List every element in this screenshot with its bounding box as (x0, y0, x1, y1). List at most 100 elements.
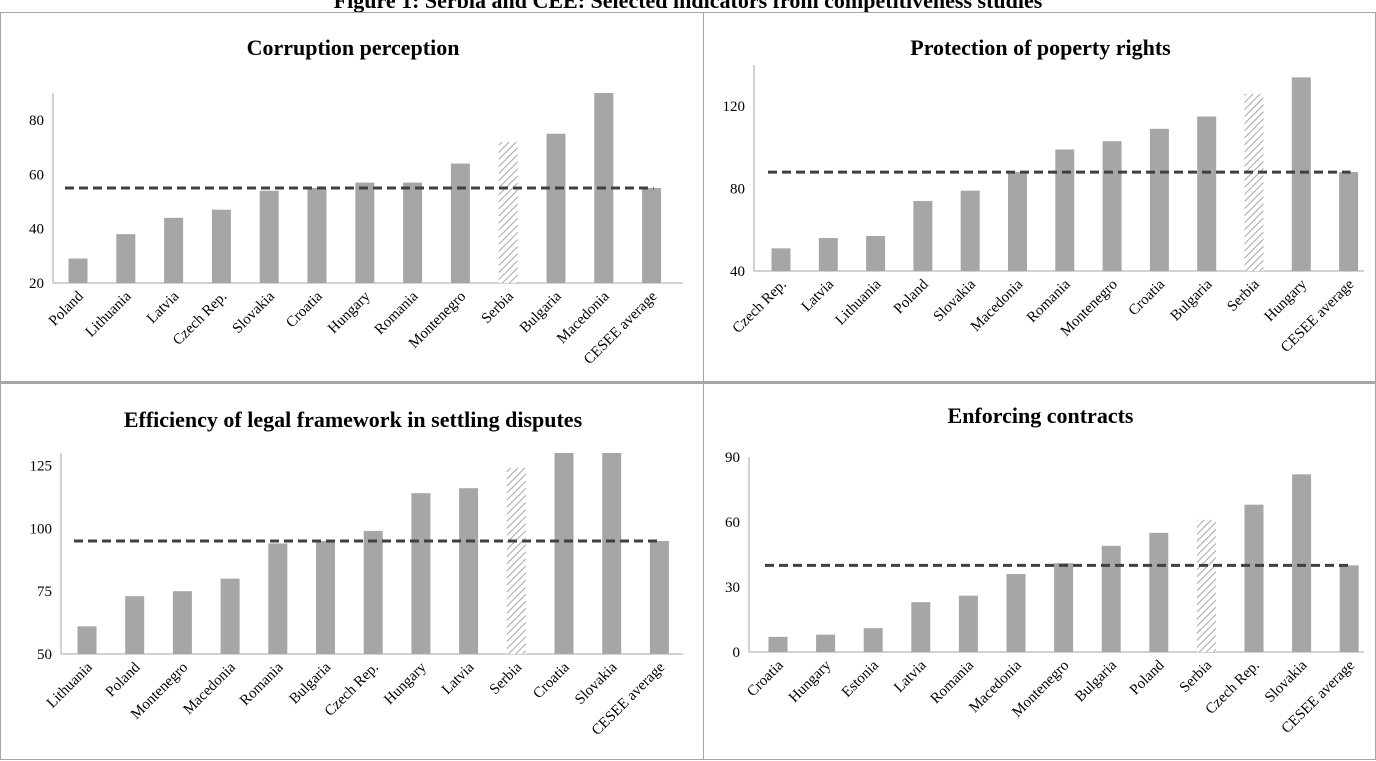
x-tick-label: Bulgaria (517, 288, 565, 336)
x-tick-label: Hungary (1262, 276, 1311, 325)
bar-lithuania (866, 235, 886, 271)
y-tick-label: 0 (733, 645, 741, 661)
y-tick-label: 50 (37, 647, 52, 663)
x-tick-label: Slovakia (230, 288, 279, 337)
x-tick-label: Poland (46, 288, 87, 329)
x-tick-label: Latvia (891, 657, 930, 696)
bar-serbia (506, 468, 526, 654)
x-tick-label: Hungary (381, 659, 430, 708)
bar-latvia (911, 602, 931, 652)
bar-croatia (554, 453, 574, 654)
bar-bulgaria (316, 540, 335, 654)
bar-czech-rep (1244, 504, 1264, 652)
chart-panel-legal-framework: Efficiency of legal framework in settlin… (0, 382, 704, 760)
x-tick-label: Lithuania (44, 659, 96, 711)
chart-title: Efficiency of legal framework in settlin… (124, 407, 583, 432)
x-tick-label: Czech Rep. (730, 277, 790, 337)
bar-hungary (411, 493, 431, 654)
figure-title: Figure 1: Serbia and CEE: Selected indic… (333, 0, 1043, 13)
bar-poland (913, 200, 933, 271)
bar-latvia (459, 488, 479, 654)
x-tick-label: Romania (237, 659, 287, 709)
bar-macedonia (1008, 172, 1027, 271)
x-tick-label: Macedonia (968, 276, 1027, 335)
x-tick-label: Estonia (839, 657, 882, 700)
x-tick-label: Croatia (283, 288, 326, 331)
bar-serbia (1196, 519, 1216, 652)
chart-title: Enforcing contracts (948, 403, 1134, 428)
bar-serbia (498, 141, 518, 283)
bar-latvia (818, 238, 838, 271)
bar-croatia (307, 188, 327, 283)
x-tick-label: Poland (891, 276, 932, 317)
x-tick-label: Serbia (1224, 276, 1263, 315)
bar-slovakia (259, 190, 279, 283)
bar-cesee-average (649, 540, 669, 654)
bar-bulgaria (546, 133, 566, 283)
y-tick-label: 75 (37, 584, 52, 600)
bar-chart-enforcing-contracts: Enforcing contracts 0 30 60 90 Croatia Hungary… (725, 403, 1364, 737)
y-tick-label: 20 (29, 276, 44, 292)
y-tick-label: 125 (30, 459, 53, 475)
bar-poland (1149, 532, 1169, 652)
bar-romania (403, 182, 423, 283)
x-tick-label: Croatia (744, 657, 787, 700)
bar-lithuania (77, 626, 97, 654)
bar-montenegro (1102, 141, 1122, 271)
x-tick-label: Bulgaria (1168, 276, 1216, 324)
bar-croatia (768, 636, 788, 652)
x-tick-label: Slovakia (931, 276, 980, 325)
y-tick-label: 90 (725, 450, 740, 466)
bar-serbia (1244, 93, 1264, 271)
bar-bulgaria (1101, 545, 1121, 652)
chart-panel-corruption-perception: Corruption perception 20 40 60 80 Poland Lithu… (0, 12, 704, 383)
bar-montenegro (1054, 563, 1074, 652)
bar-latvia (164, 217, 184, 283)
bar-hungary (1291, 77, 1311, 271)
x-tick-label: Latvia (439, 659, 478, 698)
chart-title: Protection of poperty rights (910, 35, 1171, 60)
y-tick-label: 40 (730, 264, 745, 280)
y-tick-label: 40 (29, 222, 44, 238)
bar-cesee-average (642, 188, 662, 283)
panel-divider (0, 381, 1376, 384)
y-tick-label: 80 (29, 113, 44, 129)
bar-lithuania (116, 234, 136, 283)
x-tick-label: Latvia (799, 276, 838, 315)
bar-romania (958, 595, 978, 652)
bar-macedonia (220, 578, 240, 654)
y-tick-label: 80 (730, 182, 745, 198)
bar-cesee-average (1339, 172, 1359, 271)
x-tick-label: Lithuania (832, 276, 884, 328)
x-tick-label: Serbia (487, 659, 526, 698)
bar-chart-corruption-perception: Corruption perception 20 40 60 80 PolandLithu… (29, 35, 683, 368)
bar-hungary (816, 634, 836, 652)
bar-czech-rep (211, 209, 231, 283)
x-tick-label: Hungary (325, 288, 374, 337)
bar-croatia (1149, 128, 1169, 271)
x-tick-label: Croatia (530, 659, 573, 702)
x-tick-label: Serbia (1177, 657, 1216, 696)
chart-title: Corruption perception (247, 35, 460, 60)
bar-chart-legal-framework: Efficiency of legal framework in settlin… (30, 407, 683, 739)
bar-czech-rep (771, 248, 791, 271)
bar-poland (125, 596, 145, 654)
y-tick-label: 60 (725, 515, 740, 531)
bar-chart-property-rights: Protection of poperty rights 40 80 120 Czech… (723, 35, 1364, 356)
x-tick-label: Hungary (786, 657, 835, 706)
x-tick-label: Bulgaria (286, 659, 334, 707)
y-tick-label: 100 (30, 521, 53, 537)
bar-montenegro (172, 591, 192, 654)
x-tick-label: Macedonia (180, 659, 239, 718)
bar-slovakia (602, 453, 622, 654)
y-tick-label: 120 (723, 99, 746, 115)
bar-cesee-average (1339, 565, 1359, 652)
bar-slovakia (1292, 474, 1312, 652)
y-tick-label: 60 (29, 167, 44, 183)
bar-slovakia (960, 190, 980, 271)
chart-panel-property-rights: Protection of poperty rights 40 80 120 Czech… (703, 12, 1376, 383)
x-tick-label: Slovakia (1262, 657, 1311, 706)
x-tick-label: Lithuania (83, 288, 135, 340)
bar-poland (68, 258, 88, 283)
bar-macedonia (1006, 574, 1026, 652)
